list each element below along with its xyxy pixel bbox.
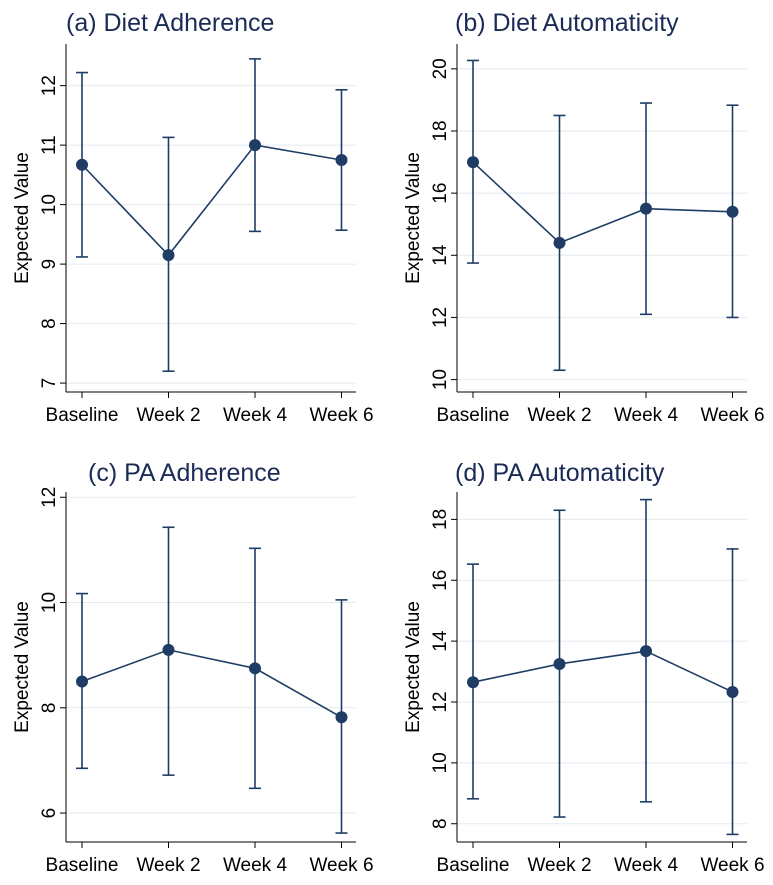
- x-tick-label: Week 2: [136, 855, 200, 876]
- panel-title: (d) PA Automaticity: [455, 459, 665, 487]
- x-tick-label: Week 4: [223, 405, 288, 426]
- data-point: [76, 158, 88, 171]
- y-tick-label: 10: [430, 752, 451, 773]
- x-tick-label: Week 4: [223, 855, 288, 876]
- x-tick-label: Week 4: [614, 405, 679, 426]
- y-tick-label: 14: [430, 244, 451, 266]
- x-tick-label: Week 6: [309, 405, 373, 426]
- x-tick-label: Baseline: [437, 855, 510, 876]
- panel-b: 10 12 14 16 18 20 Baseline Week 2 Week 4 Week 6 Ex…: [403, 9, 765, 426]
- y-tick-label: 10: [39, 592, 60, 613]
- y-tick-label: 16: [430, 183, 451, 204]
- x-tick-label: Week 2: [527, 405, 591, 426]
- data-point: [249, 662, 261, 675]
- panel-d: 8 10 12 14 16 18 Baseline Week 2 Week 4 Week 6 Exp…: [403, 459, 765, 876]
- data-point: [162, 643, 175, 656]
- y-tick-label: 9: [39, 259, 60, 270]
- y-axis-label: Expected Value: [403, 601, 424, 733]
- data-point: [467, 156, 479, 169]
- panel-title: (b) Diet Automaticity: [455, 9, 679, 37]
- panel-title: (a) Diet Adherence: [66, 9, 274, 37]
- y-tick-label: 8: [39, 703, 60, 714]
- y-tick-label: 8: [430, 818, 451, 829]
- y-tick-label: 12: [39, 75, 60, 96]
- x-tick-label: Week 6: [309, 855, 373, 876]
- x-tick-label: Baseline: [437, 405, 510, 426]
- y-tick-label: 18: [430, 509, 451, 530]
- y-tick-label: 18: [430, 120, 451, 141]
- y-tick-label: 12: [430, 307, 451, 328]
- series-line: [472, 650, 733, 693]
- data-point: [640, 202, 652, 215]
- y-tick-label: 16: [430, 570, 451, 591]
- y-tick-label: 7: [39, 378, 60, 389]
- y-tick-label: 6: [39, 808, 60, 819]
- x-tick-label: Week 4: [614, 855, 679, 876]
- y-axis-label: Expected Value: [12, 601, 33, 733]
- data-point: [335, 711, 348, 724]
- data-point: [726, 685, 739, 698]
- y-tick-label: 12: [430, 691, 451, 712]
- y-tick-label: 12: [39, 487, 60, 508]
- y-tick-label: 10: [39, 194, 60, 215]
- data-point: [467, 676, 479, 689]
- y-tick-label: 11: [39, 135, 60, 155]
- panel-title: (c) PA Adherence: [88, 459, 281, 487]
- x-tick-label: Baseline: [46, 405, 119, 426]
- y-tick-label: 8: [39, 318, 60, 329]
- panel-a: 7 8 9 10 11 12 Baseline Week 2 Week 4 Week 6 Expec…: [12, 9, 374, 426]
- data-point: [162, 249, 175, 262]
- series-line: [472, 161, 733, 244]
- panel-c: 6 8 10 12 Baseline Week 2 Week 4 Week 6 Expected…: [12, 459, 374, 876]
- x-tick-label: Week 6: [700, 855, 764, 876]
- x-tick-label: Week 2: [136, 405, 200, 426]
- x-tick-label: Week 6: [700, 405, 764, 426]
- data-point: [553, 657, 566, 670]
- y-axis-label: Expected Value: [403, 152, 424, 284]
- y-tick-label: 20: [430, 58, 451, 79]
- series-line: [81, 649, 342, 718]
- series-line: [81, 144, 342, 257]
- y-tick-label: 14: [430, 630, 451, 652]
- data-point: [335, 154, 348, 166]
- data-point: [640, 645, 652, 658]
- data-point: [249, 139, 261, 152]
- data-point: [76, 675, 88, 688]
- data-point: [726, 205, 739, 218]
- x-tick-label: Baseline: [46, 855, 119, 876]
- data-point: [553, 236, 566, 249]
- y-axis-label: Expected Value: [12, 152, 33, 284]
- x-tick-label: Week 2: [527, 855, 591, 876]
- y-tick-label: 10: [430, 369, 451, 390]
